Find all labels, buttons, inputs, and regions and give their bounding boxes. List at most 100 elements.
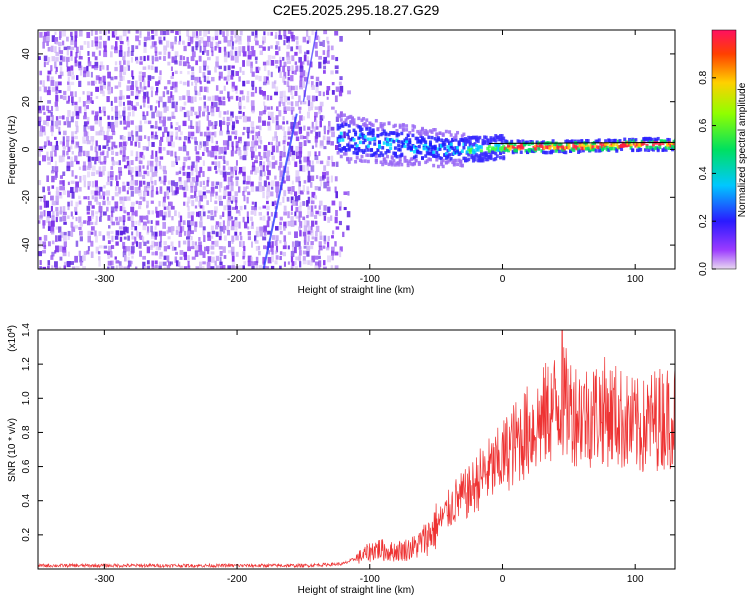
spectrogram-cell bbox=[38, 251, 43, 257]
spectrogram-cell bbox=[179, 250, 184, 255]
spectrogram-cell bbox=[266, 80, 270, 85]
spectrogram-cell bbox=[170, 226, 175, 232]
spectrogram-cell bbox=[379, 132, 383, 137]
spectrogram-cell bbox=[338, 201, 342, 208]
spectrogram-cell bbox=[349, 120, 353, 125]
spectrogram-cell bbox=[123, 115, 126, 121]
spectrogram-cell bbox=[271, 81, 276, 89]
spectrogram-cell bbox=[471, 150, 475, 155]
spectrogram-cell bbox=[667, 141, 671, 145]
spectrogram-cell bbox=[267, 141, 271, 145]
spectrogram-cell bbox=[478, 158, 482, 163]
spectrogram-cell bbox=[55, 186, 59, 191]
spectrogram-cell bbox=[344, 122, 348, 127]
spectrogram-cell bbox=[416, 149, 420, 154]
spectrogram-cell bbox=[471, 156, 475, 160]
spectrogram-cell bbox=[122, 150, 126, 158]
snr-frame bbox=[37, 329, 676, 570]
spectrogram-cell bbox=[123, 141, 127, 147]
spectrogram-cell bbox=[162, 131, 165, 138]
spectrogram-cell bbox=[438, 131, 442, 135]
spectrogram-cell bbox=[142, 146, 147, 151]
spectrogram-cell bbox=[470, 147, 474, 152]
spectrogram-cell bbox=[226, 185, 230, 190]
spectrogram-cell bbox=[158, 256, 162, 260]
spectrogram-cell bbox=[227, 215, 232, 221]
spectrogram-cell bbox=[370, 137, 374, 142]
spectrogram-cell bbox=[326, 140, 330, 145]
spectrogram-cell bbox=[306, 245, 311, 252]
spectrogram-cell bbox=[99, 35, 103, 40]
spectrogram-cell bbox=[238, 166, 243, 173]
spectrogram-cell bbox=[615, 147, 619, 152]
spectrogram-cell bbox=[565, 139, 569, 143]
spectrogram-cell bbox=[338, 220, 342, 226]
spectrogram-cell bbox=[86, 140, 91, 145]
spectrogram-cell bbox=[377, 145, 381, 149]
spectrogram-cell bbox=[174, 55, 177, 63]
spectrogram-cell bbox=[154, 226, 157, 230]
spectrogram-cell bbox=[432, 150, 436, 155]
spectrogram-cell bbox=[338, 143, 342, 148]
spectrogram-cell bbox=[513, 142, 517, 147]
spectrogram-cell bbox=[335, 56, 339, 62]
spectrogram-cell bbox=[206, 190, 210, 194]
spectrogram-cell bbox=[270, 245, 274, 252]
spectrogram-cell bbox=[107, 245, 112, 253]
spectrogram-cell bbox=[175, 161, 178, 166]
spectrogram-cell bbox=[182, 120, 187, 127]
spectrogram-cell bbox=[186, 236, 190, 240]
spectrogram-cell bbox=[207, 150, 212, 157]
spectrogram-cell bbox=[90, 71, 93, 78]
spectrogram-cell bbox=[63, 90, 67, 95]
spectrogram-cell bbox=[115, 221, 120, 226]
spectrogram-streak bbox=[302, 30, 318, 102]
spectrogram-cell bbox=[119, 65, 124, 72]
spectrogram-cell bbox=[258, 136, 262, 143]
spectrogram-cell bbox=[290, 126, 294, 132]
spectrogram-cell bbox=[403, 144, 407, 149]
spectrogram-cell bbox=[167, 180, 172, 185]
spectrogram-cell bbox=[207, 120, 212, 127]
spectrogram-cell bbox=[422, 144, 426, 148]
spectrogram-cell bbox=[134, 95, 139, 100]
spectrogram-cell bbox=[310, 175, 315, 182]
spectrogram-cell bbox=[46, 175, 50, 182]
spectrogram-cell bbox=[174, 190, 178, 196]
spectrogram-cell bbox=[395, 154, 399, 159]
spectrogram-cell bbox=[266, 185, 270, 192]
spectrogram-cell bbox=[392, 124, 396, 129]
spectrogram-cell bbox=[334, 176, 338, 182]
spectrogram-cell bbox=[111, 150, 115, 155]
spectrogram-cell bbox=[287, 261, 290, 265]
spectrogram-cell bbox=[150, 220, 153, 224]
spectrogram-cell bbox=[336, 113, 340, 118]
spectrogram-cell bbox=[368, 141, 372, 145]
x-tick-label: 100 bbox=[627, 574, 644, 585]
spectrogram-cell bbox=[127, 115, 130, 123]
spectrogram-cell bbox=[473, 136, 477, 140]
spectrogram-cell bbox=[274, 260, 278, 265]
spectrogram-cell bbox=[557, 149, 561, 154]
spectrogram-cell bbox=[54, 166, 59, 173]
spectrogram-cell bbox=[230, 35, 234, 42]
spectrogram-cell bbox=[250, 91, 255, 97]
spectrogram-cell bbox=[243, 261, 247, 266]
spectrogram-cell bbox=[392, 151, 396, 155]
spectrogram-cell bbox=[199, 261, 202, 268]
spectrogram-cell bbox=[428, 157, 432, 162]
spectrogram-cell bbox=[275, 141, 278, 146]
spectrogram-cell bbox=[405, 159, 409, 163]
spectrogram-cell bbox=[448, 158, 452, 163]
spectrogram-cell bbox=[315, 76, 320, 82]
spectrogram-cell bbox=[226, 110, 229, 115]
spectrogram-cell bbox=[294, 220, 297, 226]
spectrogram-cell bbox=[171, 160, 175, 168]
spectrogram-cell bbox=[516, 145, 520, 149]
spectrogram-cell bbox=[111, 156, 114, 162]
spectrogram-cell bbox=[623, 137, 627, 142]
spectrogram-cell bbox=[411, 162, 415, 167]
spectrogram-cell bbox=[251, 135, 255, 141]
spectrogram-cell bbox=[302, 61, 305, 65]
spectrogram-cell bbox=[103, 50, 108, 58]
